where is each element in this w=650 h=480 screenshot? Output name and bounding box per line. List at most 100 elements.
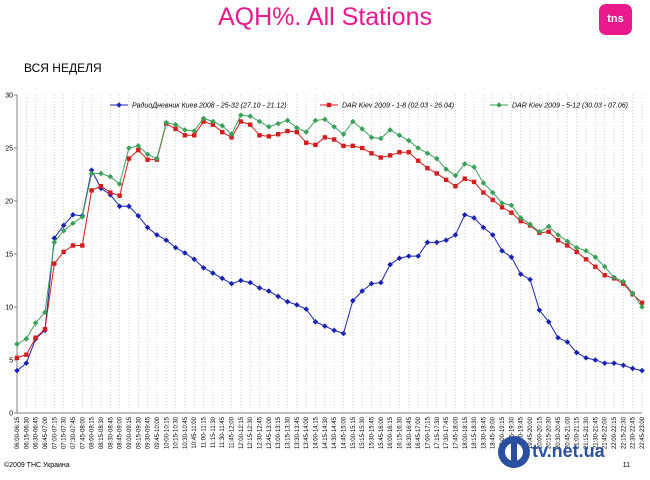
data-point	[471, 215, 477, 221]
legend-marker	[326, 102, 332, 108]
data-point	[443, 237, 449, 244]
data-point	[135, 143, 142, 149]
data-point	[51, 239, 58, 246]
x-tick-label: 16:45-17:00	[416, 416, 422, 449]
data-point	[405, 137, 412, 144]
data-point	[545, 223, 552, 230]
x-tick-label: 15:15-15:30	[360, 416, 366, 449]
data-point	[145, 157, 150, 162]
x-tick-label: 15:30-15:45	[369, 416, 375, 449]
data-point	[443, 177, 449, 182]
data-point	[219, 275, 226, 282]
data-point	[144, 151, 151, 158]
y-tick-label: 30	[5, 93, 13, 100]
data-point	[583, 355, 589, 361]
data-point	[42, 327, 48, 332]
data-point	[602, 273, 607, 278]
data-point	[136, 147, 141, 153]
data-point	[172, 121, 179, 128]
data-point	[508, 254, 515, 260]
data-point	[378, 155, 384, 160]
data-point	[303, 129, 309, 135]
data-point	[14, 341, 20, 347]
data-point	[229, 135, 234, 140]
data-point	[592, 357, 599, 363]
data-point	[471, 179, 477, 185]
series-line	[16, 168, 643, 372]
data-point	[60, 227, 67, 234]
data-point	[247, 279, 254, 286]
data-point	[536, 228, 543, 235]
y-tick-label: 10	[5, 305, 13, 312]
legend-marker	[496, 102, 502, 108]
data-point	[200, 264, 207, 271]
data-point	[200, 115, 207, 122]
data-point	[210, 118, 216, 125]
x-tick-label: 11:15-11:30	[211, 416, 217, 448]
data-point	[275, 132, 281, 137]
page-number: 11	[622, 462, 630, 469]
data-point	[32, 320, 39, 326]
data-point	[555, 238, 561, 243]
data-point	[480, 180, 487, 186]
x-tick-label: 17:15-17:30	[435, 416, 441, 449]
data-point	[182, 133, 188, 138]
x-tick-label: 13:30-13:45	[295, 416, 301, 449]
data-point	[509, 210, 514, 215]
legend-label: РадиоДневник Киев 2008 - 25-32 (27.10 - …	[132, 102, 287, 110]
data-point	[285, 128, 290, 134]
data-point	[546, 229, 551, 234]
x-tick-label: 17:00-17:15	[425, 416, 431, 449]
data-point	[60, 222, 67, 229]
x-tick-label: 09:00-09:15	[127, 416, 133, 449]
data-point	[238, 277, 244, 284]
x-tick-label: 10:15-10:30	[174, 416, 180, 449]
x-tick-label: 08:30-08:45	[108, 416, 114, 449]
x-tick-label: 06:00-06:15	[15, 416, 21, 449]
data-point	[126, 145, 132, 151]
data-point	[499, 200, 505, 206]
data-point	[322, 323, 328, 329]
x-tick-label: 14:00-14:15	[314, 416, 320, 449]
data-point	[116, 203, 123, 210]
data-point	[639, 304, 645, 310]
data-point	[405, 253, 412, 259]
x-tick-label: 19:45-20:00	[528, 416, 534, 449]
data-point	[564, 238, 571, 245]
data-point	[51, 235, 58, 241]
x-tick-label: 20:45-21:00	[565, 416, 571, 449]
data-point	[424, 239, 431, 246]
data-point	[573, 349, 580, 356]
data-point	[331, 327, 337, 334]
data-point	[228, 280, 235, 287]
data-point	[275, 293, 281, 300]
x-tick-label: 10:45-11:00	[192, 416, 198, 448]
data-point	[303, 140, 309, 145]
x-tick-label: 21:15-21:30	[584, 416, 590, 449]
data-point	[340, 330, 347, 337]
data-point	[593, 264, 598, 269]
data-point	[294, 302, 300, 308]
legend-label: DAR Kiev 2009 - 5-12 (30.03 - 07.06)	[512, 103, 628, 110]
data-point	[611, 274, 617, 281]
data-point	[545, 319, 552, 325]
x-tick-label: 12:15-12:30	[248, 416, 254, 449]
data-point	[452, 232, 459, 238]
x-tick-label: 09:30-09:45	[146, 416, 152, 449]
x-tick-label: 22:45-23:00	[640, 416, 646, 449]
data-point	[424, 150, 431, 157]
data-point	[14, 367, 20, 374]
x-tick-label: 14:30-14:45	[332, 416, 338, 449]
x-tick-label: 12:00-12:15	[239, 416, 245, 449]
x-tick-label: 21:30-21:45	[593, 416, 599, 449]
data-point	[387, 261, 393, 268]
x-tick-label: 17:45-18:00	[453, 416, 459, 449]
data-point	[126, 203, 132, 210]
data-point	[490, 197, 495, 203]
data-point	[359, 126, 365, 132]
legend-marker	[116, 102, 122, 108]
data-point	[462, 176, 467, 181]
data-point	[443, 166, 449, 172]
data-point	[201, 119, 206, 124]
